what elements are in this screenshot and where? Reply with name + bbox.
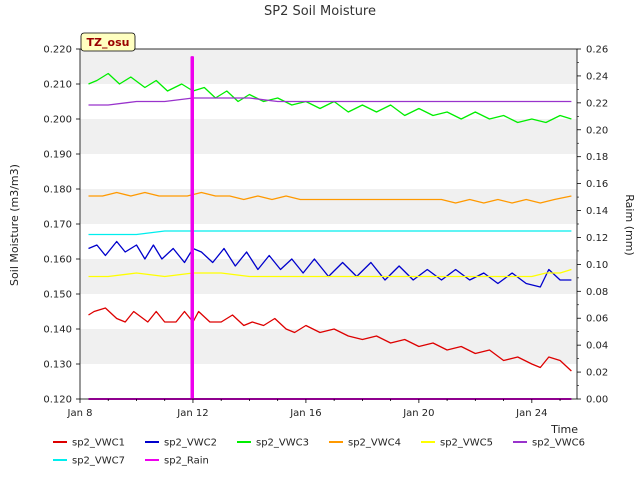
series-line-sp2_VWC1 xyxy=(88,307,572,372)
y2-tick-label: 0.00 xyxy=(586,395,608,406)
y2-tick-label: 0.22 xyxy=(586,98,608,109)
badge-box xyxy=(80,32,136,52)
legend-label: sp2_VWC4 xyxy=(348,438,401,449)
y2-axis-label: Raim (mm) xyxy=(623,194,636,255)
y-tick-label: 0.190 xyxy=(43,150,72,161)
legend-label: sp2_VWC6 xyxy=(532,438,585,449)
x-axis-label: Time xyxy=(550,423,578,436)
y2-tick-label: 0.12 xyxy=(586,233,608,244)
y2-tick-label: 0.16 xyxy=(586,179,608,190)
x-axis: Jan 8 Jan 12 Jan 16 Jan 20 Jan 24 xyxy=(67,399,561,419)
y-tick-label: 0.150 xyxy=(43,290,72,301)
plot-background-bands xyxy=(80,49,577,399)
y2-tick-label: 0.10 xyxy=(586,260,608,271)
y2-tick-label: 0.24 xyxy=(586,71,608,82)
y2-tick-label: 0.14 xyxy=(586,206,608,217)
series-line-sp2_VWC4 xyxy=(88,191,572,204)
series-line-sp2_VWC5 xyxy=(88,268,572,278)
legend-label: sp2_Rain xyxy=(164,456,209,467)
y-axis-label: Soil Moisture (m3/m3) xyxy=(8,164,21,286)
y2-tick-label: 0.20 xyxy=(586,125,608,136)
series-line-sp2_VWC2 xyxy=(88,240,572,288)
x-tick-label: Jan 24 xyxy=(515,408,547,419)
y-tick-label: 0.220 xyxy=(43,45,72,56)
y2-tick-label: 0.08 xyxy=(586,287,608,298)
legend-label: sp2_VWC3 xyxy=(256,438,309,449)
grid-band xyxy=(80,119,577,154)
x-tick-label: Jan 12 xyxy=(176,408,208,419)
y-tick-label: 0.140 xyxy=(43,325,72,336)
grid-band xyxy=(80,49,577,84)
y2-tick-label: 0.26 xyxy=(586,45,608,56)
y-tick-label: 0.120 xyxy=(43,395,72,406)
badge-label: TZ_osu xyxy=(87,36,130,49)
series-line-sp2_VWC6 xyxy=(88,97,572,106)
y-axis-right: 0.00 0.02 0.04 0.06 0.08 0.10 0.12 0.14 0.16 0.18… xyxy=(577,45,608,406)
y2-tick-label: 0.18 xyxy=(586,152,608,163)
y2-tick-label: 0.06 xyxy=(586,314,608,325)
series-line-sp2_VWC3 xyxy=(88,72,572,124)
legend-label: sp2_VWC7 xyxy=(72,456,125,467)
y2-tick-label: 0.04 xyxy=(586,341,608,352)
x-tick-label: Jan 8 xyxy=(67,408,93,419)
x-tick-label: Jan 20 xyxy=(402,408,434,419)
y-tick-label: 0.200 xyxy=(43,115,72,126)
legend: sp2_VWC1 sp2_VWC2 sp2_VWC3 sp2_VWC4 sp2_VWC5… xyxy=(53,438,585,467)
y-axis-left: 0.120 0.130 0.140 0.150 0.160 0.170 0.180 0.190… xyxy=(43,45,80,406)
y-tick-label: 0.160 xyxy=(43,255,72,266)
grid-band xyxy=(80,329,577,364)
y-tick-label: 0.210 xyxy=(43,80,72,91)
y2-tick-label: 0.02 xyxy=(586,368,608,379)
legend-label: sp2_VWC5 xyxy=(440,438,493,449)
x-tick-label: Jan 16 xyxy=(289,408,321,419)
y-tick-label: 0.170 xyxy=(43,220,72,231)
legend-label: sp2_VWC2 xyxy=(164,438,217,449)
grid-band xyxy=(80,189,577,224)
series-line-sp2_VWC7 xyxy=(88,230,572,236)
chart-title: SP2 Soil Moisture xyxy=(264,4,376,19)
badge: TZ_osu xyxy=(80,32,136,52)
y-tick-label: 0.180 xyxy=(43,185,72,196)
legend-label: sp2_VWC1 xyxy=(72,438,125,449)
y-tick-label: 0.130 xyxy=(43,360,72,371)
